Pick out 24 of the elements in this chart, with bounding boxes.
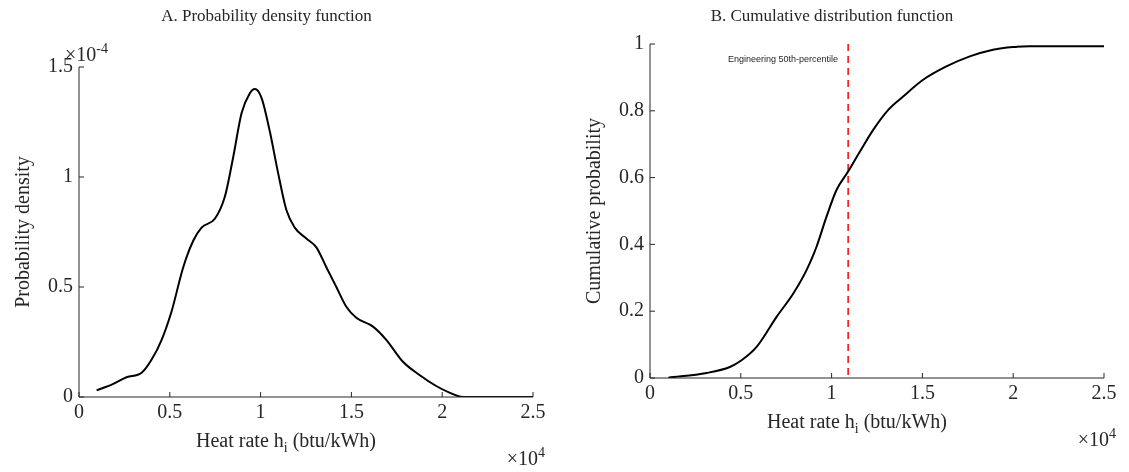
x-tick-label: 0.5	[157, 400, 183, 423]
x-tick-label: 1.5	[338, 400, 364, 423]
y-axis-title: Cumulative probability	[582, 117, 605, 305]
y-tick-label: 0.4	[619, 231, 644, 254]
y-axis-title: Probability density	[11, 156, 34, 308]
y-tick-label: 0.2	[619, 298, 644, 321]
line-series	[667, 45, 1104, 378]
x-tick-label: 1	[255, 400, 266, 423]
x-tick-label: 1.5	[909, 381, 935, 404]
chart-title: A. Probability density function	[161, 5, 373, 25]
y-tick-label: 0	[634, 365, 644, 388]
y-tick-label: 0.5	[48, 274, 73, 297]
y-tick-label: 0.8	[619, 98, 644, 121]
y-tick-label: 1	[634, 31, 644, 54]
chart-title: B. Cumulative distribution function	[710, 5, 954, 25]
x-tick-label: 2.5	[520, 400, 546, 423]
y-tick-label: 1	[63, 164, 73, 187]
x-tick-label: 0.5	[728, 381, 754, 404]
x-tick-label: 1	[826, 381, 837, 404]
x-tick-label: 2	[1008, 381, 1019, 404]
y-tick-label: 0.6	[619, 164, 644, 187]
ref-line-label: Engineering 50th-percentile	[728, 54, 839, 65]
x-tick-label: 2.5	[1091, 381, 1117, 404]
x-tick-label: 2	[437, 400, 448, 423]
